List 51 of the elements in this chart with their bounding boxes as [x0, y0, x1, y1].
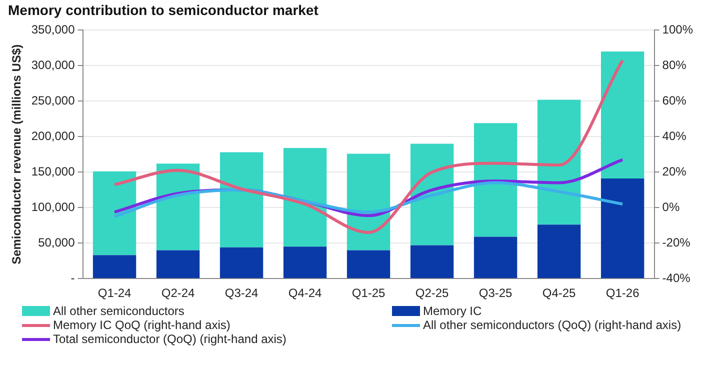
bar — [474, 123, 518, 237]
bar — [474, 236, 518, 278]
x-tick-label: Q2-25 — [415, 286, 450, 300]
x-tick-label: Q4-24 — [288, 286, 322, 300]
chart-title: Memory contribution to semiconductor market — [7, 1, 320, 20]
y-tick-label: - — [70, 270, 75, 285]
x-tick-label: Q3-25 — [478, 286, 513, 300]
legend-label: Memory IC — [423, 304, 482, 318]
line-series — [113, 58, 624, 234]
legend-label: All other semiconductors — [53, 304, 184, 318]
bar — [537, 100, 581, 225]
bar — [410, 245, 454, 278]
bar — [283, 246, 327, 278]
bar — [600, 178, 644, 278]
y-tick-label: 250,000 — [31, 93, 76, 108]
legend-label: All other semiconductors (QoQ) (right-hand axis) — [423, 318, 682, 332]
x-tick-label: Q2-24 — [161, 286, 196, 300]
y-tick-label: 350,000 — [31, 22, 76, 37]
y2-tick-label: 0% — [662, 200, 680, 214]
y-tick-label: 50,000 — [38, 235, 76, 250]
y-axis-title: Semiconductor revenue (millions US$) — [10, 44, 24, 264]
bar — [283, 148, 327, 247]
line-series — [113, 181, 624, 218]
bar — [346, 154, 390, 250]
bar — [220, 152, 264, 248]
bar — [92, 171, 136, 256]
x-tick-label: Q3-24 — [224, 286, 259, 300]
bar — [92, 255, 136, 278]
y-tick-label: 150,000 — [31, 164, 76, 178]
y-tick-label: 200,000 — [31, 128, 76, 143]
x-tick-label: Q1-24 — [98, 286, 132, 300]
y2-tick-label: 20% — [662, 164, 687, 178]
bar — [346, 250, 390, 278]
y2-tick-label: 60% — [662, 93, 687, 108]
bar — [156, 164, 200, 250]
legend-label: Total semiconductor (QoQ) (right-hand axis) — [53, 332, 286, 346]
x-tick-label: Q1-26 — [606, 286, 640, 300]
x-tick-label: Q4-25 — [542, 286, 576, 300]
x-tick-label: Q1-25 — [352, 286, 386, 300]
y2-tick-label: 40% — [662, 128, 687, 143]
y-tick-label: 100,000 — [31, 200, 76, 214]
y2-tick-label: 80% — [662, 58, 687, 72]
y2-tick-label: -40% — [662, 270, 691, 285]
bar — [600, 51, 644, 179]
y-tick-label: 300,000 — [31, 58, 76, 72]
y2-tick-label: 100% — [662, 22, 694, 37]
bar — [220, 247, 264, 278]
bar — [537, 224, 581, 278]
y2-tick-label: -20% — [662, 235, 691, 250]
bar — [156, 250, 200, 278]
legend-label: Memory IC QoQ (right-hand axis) — [53, 318, 230, 332]
